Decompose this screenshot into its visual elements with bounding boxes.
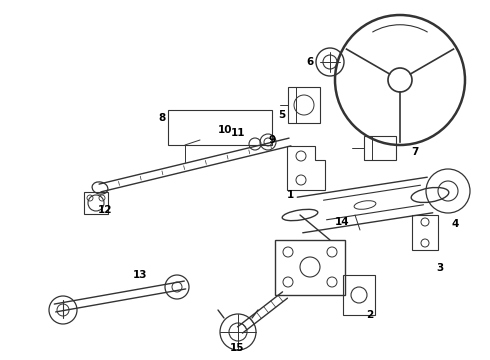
Text: 3: 3 <box>437 263 443 273</box>
Text: 12: 12 <box>98 205 112 215</box>
Text: 4: 4 <box>451 219 459 229</box>
Text: 15: 15 <box>230 343 244 353</box>
Text: 6: 6 <box>306 57 314 67</box>
Text: 5: 5 <box>278 110 286 120</box>
Text: 9: 9 <box>269 135 275 145</box>
Text: 1: 1 <box>286 190 294 200</box>
Text: 14: 14 <box>335 217 349 227</box>
Text: 8: 8 <box>158 113 166 123</box>
Text: 2: 2 <box>367 310 373 320</box>
Text: 11: 11 <box>231 128 245 138</box>
Text: 7: 7 <box>411 147 418 157</box>
Text: 13: 13 <box>133 270 147 280</box>
Text: 10: 10 <box>218 125 232 135</box>
